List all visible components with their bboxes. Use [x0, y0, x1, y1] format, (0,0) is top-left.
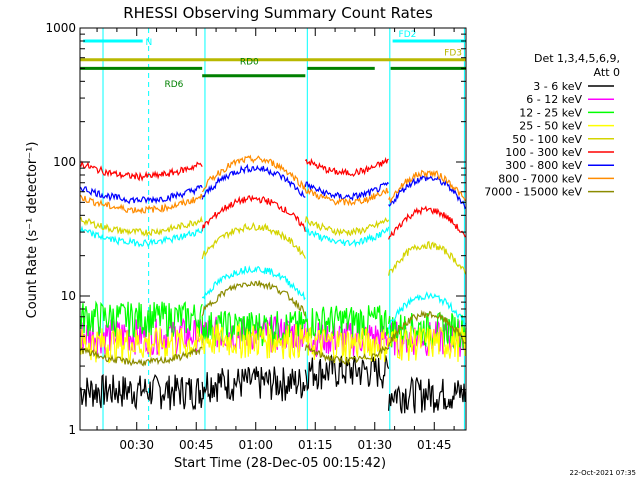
y-tick-label: 1: [68, 423, 76, 437]
series-line-cyan: [201, 265, 306, 301]
series-line-100-300-keV: [201, 194, 306, 232]
series-line-300-800-keV: [304, 181, 389, 202]
annotation-label: RD6: [164, 80, 183, 90]
y-tick-label: 1000: [45, 21, 76, 35]
series-line-800-7000-keV: [79, 193, 203, 215]
y-tick-label: 100: [53, 155, 76, 169]
legend-label: 6 - 12 keV: [526, 93, 582, 106]
plot-layer: N FD2 FD3 RD0 RD6: [79, 28, 467, 430]
x-tick-label: 01:00: [238, 438, 273, 452]
series-line-7000-15000-keV: [388, 309, 467, 347]
axis-layer: 1 10 100 1000 00:30 00:45 01:00 01:15 01:30 01:45: [45, 21, 467, 452]
series-line-cyan: [79, 225, 203, 248]
series-line-800-7000-keV: [304, 187, 390, 207]
series-line-100-300-keV: [80, 160, 203, 182]
series-line-3-6-keV: [201, 366, 306, 403]
x-tick-label: 00:45: [179, 438, 214, 452]
series-line-7000-15000-keV: [79, 346, 203, 367]
series-line-25-50-keV: [388, 325, 467, 362]
legend-title: Det 1,3,4,5,6,9,: [534, 52, 620, 65]
series-line-25-50-keV: [304, 326, 390, 364]
x-tick-label: 01:45: [417, 438, 452, 452]
series-line-100-300-keV: [304, 156, 389, 177]
legend-label: 50 - 100 keV: [512, 133, 582, 146]
annotation-label: RD0: [240, 57, 259, 67]
legend-subtitle: Att 0: [594, 66, 620, 79]
annotation-label: FD3: [444, 49, 462, 59]
series-line-25-50-keV: [201, 323, 306, 360]
legend-label: 100 - 300 keV: [505, 146, 582, 159]
series-line-3-6-keV: [388, 376, 467, 414]
timestamp: 22-Oct-2021 07:35: [570, 469, 636, 477]
x-tick-label: 00:30: [119, 438, 154, 452]
series-line-50-100-keV: [304, 215, 390, 237]
annotation-label: N: [145, 38, 152, 48]
series-line-12-25-keV: [79, 300, 203, 338]
annotation-label: FD2: [399, 30, 417, 40]
series-line-3-6-keV: [79, 373, 203, 411]
series-line-300-800-keV: [79, 185, 203, 205]
series-line-7000-15000-keV: [304, 343, 390, 366]
series-line-50-100-keV: [388, 240, 467, 276]
x-tick-label: 01:30: [357, 438, 392, 452]
legend-label: 3 - 6 keV: [533, 80, 582, 93]
legend-label: 800 - 7000 keV: [498, 172, 582, 185]
legend-label: 25 - 50 keV: [519, 120, 582, 133]
series-line-800-7000-keV: [388, 169, 467, 203]
series-line-7000-15000-keV: [201, 280, 306, 317]
series-line-cyan: [388, 291, 467, 330]
y-tick-label: 10: [61, 289, 76, 303]
plot-frame: [79, 27, 467, 431]
series-line-100-300-keV: [388, 205, 467, 240]
x-tick-label: 01:15: [298, 438, 333, 452]
legend-label: 12 - 25 keV: [519, 106, 582, 119]
series-line-cyan: [304, 226, 390, 248]
x-axis-label: Start Time (28-Dec-05 00:15:42): [174, 456, 386, 471]
y-axis-label: Count Rate (s⁻¹ detector⁻¹): [25, 142, 40, 319]
legend-label: 300 - 800 keV: [505, 159, 582, 172]
series-line-800-7000-keV: [201, 154, 306, 193]
chart-title: RHESSI Observing Summary Count Rates: [123, 4, 433, 22]
legend-label: 7000 - 15000 keV: [484, 186, 582, 199]
series-line-300-800-keV: [201, 163, 306, 200]
series-line-12-25-keV: [304, 305, 390, 341]
series-line-50-100-keV: [79, 215, 203, 238]
series-line-25-50-keV: [79, 325, 203, 364]
series-line-50-100-keV: [201, 221, 306, 260]
